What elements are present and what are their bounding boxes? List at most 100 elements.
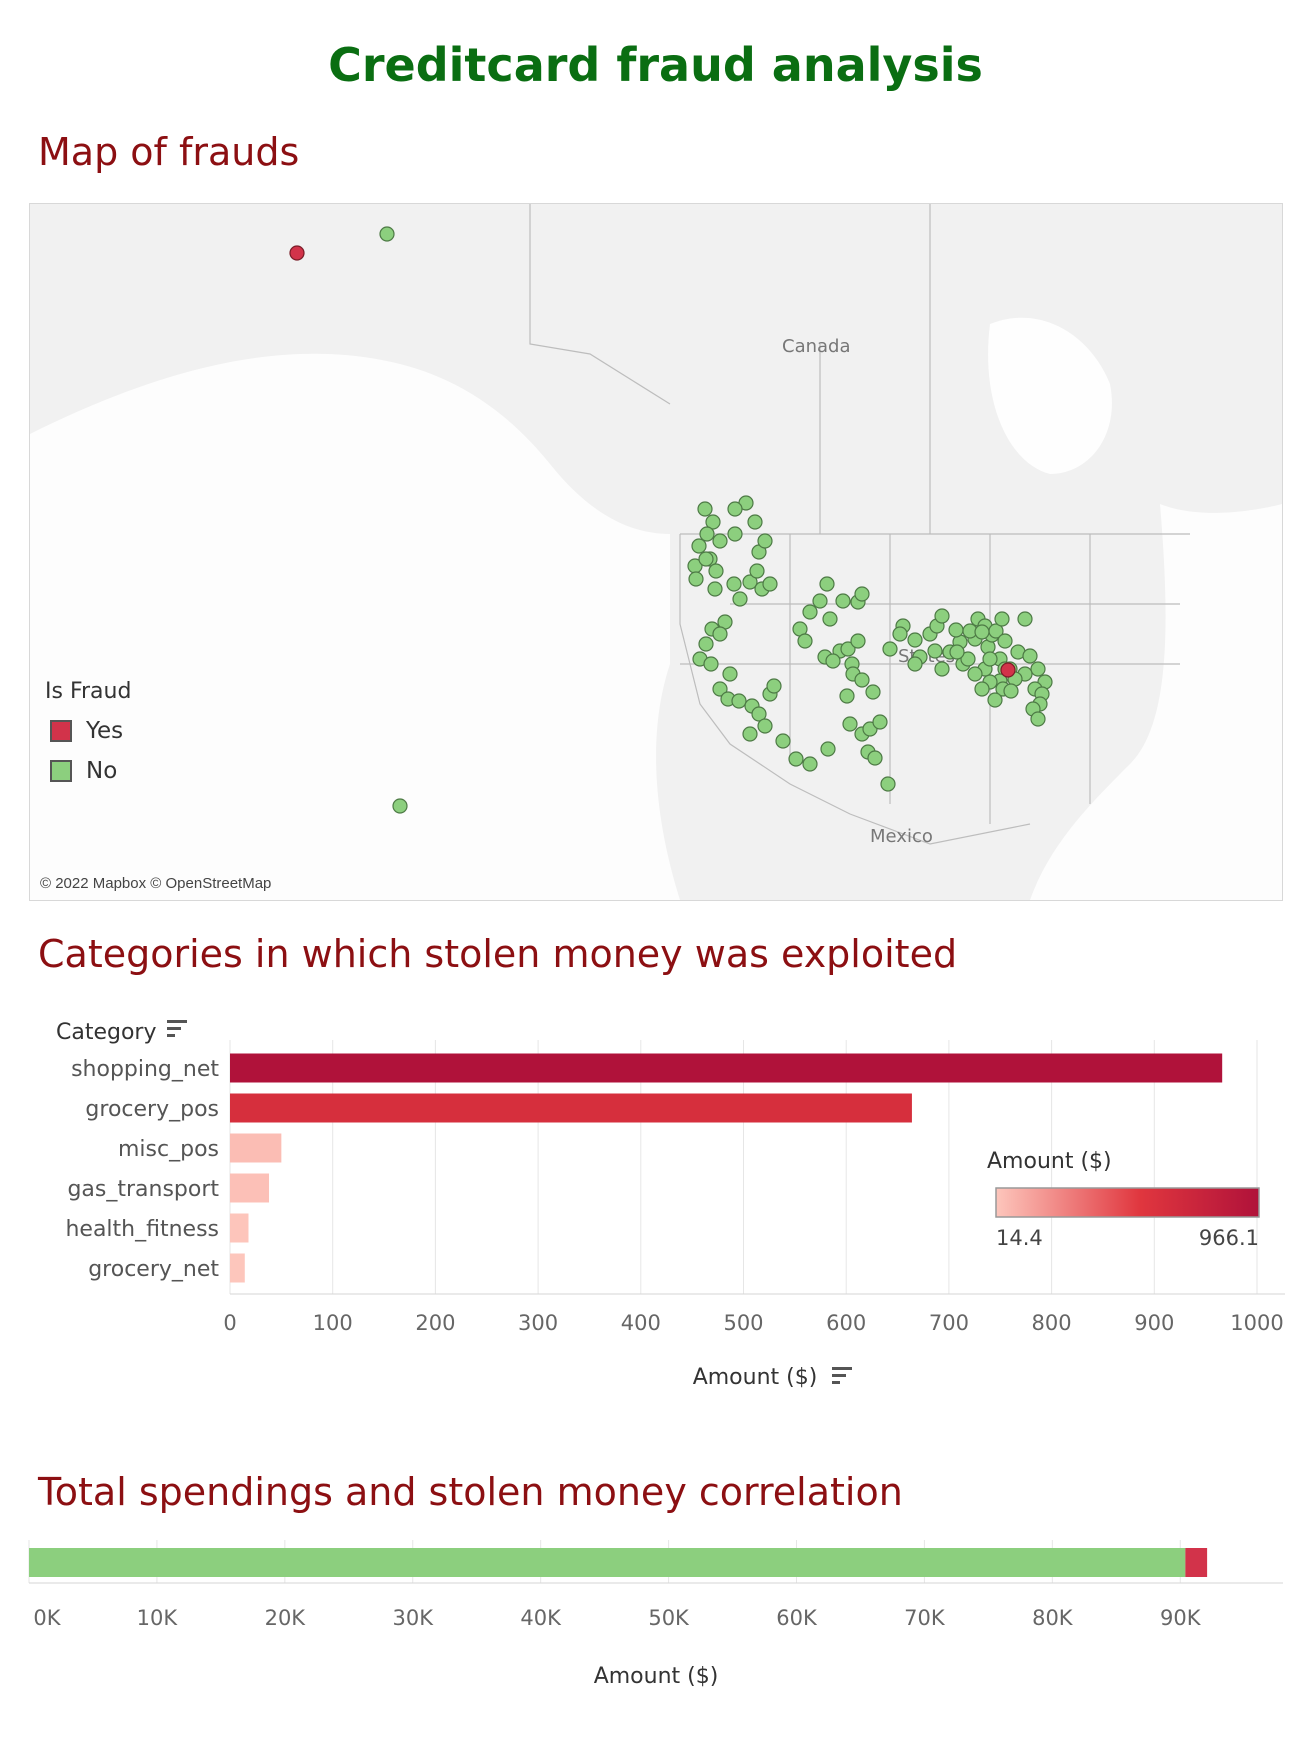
bar-shopping_net[interactable]	[230, 1053, 1223, 1083]
bar-health_fitness[interactable]	[230, 1213, 249, 1243]
map-point-legit[interactable]	[742, 574, 758, 590]
map-point-legit[interactable]	[867, 750, 883, 766]
map-point-legit[interactable]	[747, 514, 763, 530]
map-point-legit[interactable]	[707, 581, 723, 597]
map-point-legit[interactable]	[907, 656, 923, 672]
transaction-points	[289, 226, 1053, 814]
map-point-legit[interactable]	[732, 591, 748, 607]
map-point-legit[interactable]	[1022, 648, 1038, 664]
map-point-legit[interactable]	[835, 593, 851, 609]
map-point-legit[interactable]	[698, 636, 714, 652]
map-point-legit[interactable]	[751, 706, 767, 722]
map-point-legit[interactable]	[854, 672, 870, 688]
page-title: Creditcard fraud analysis	[328, 38, 983, 92]
map-point-legit[interactable]	[757, 533, 773, 549]
map-point-legit[interactable]	[907, 632, 923, 648]
map-point-legit[interactable]	[839, 688, 855, 704]
map-point-legit[interactable]	[994, 611, 1010, 627]
map-point-legit[interactable]	[727, 526, 743, 542]
map-point-legit[interactable]	[802, 756, 818, 772]
map-point-legit[interactable]	[712, 626, 728, 642]
map-point-legit[interactable]	[762, 576, 778, 592]
map-point-legit[interactable]	[392, 798, 408, 814]
map-point-legit[interactable]	[967, 666, 983, 682]
map-point-legit[interactable]	[820, 741, 836, 757]
x-sort-icon[interactable]	[832, 1367, 852, 1370]
map-point-legit[interactable]	[749, 563, 765, 579]
map-point-legit[interactable]	[705, 514, 721, 530]
map-point-legit[interactable]	[982, 651, 998, 667]
map-point-legit[interactable]	[842, 716, 858, 732]
map-point-legit[interactable]	[766, 678, 782, 694]
map-point-legit[interactable]	[775, 733, 791, 749]
map-point-legit[interactable]	[1003, 683, 1019, 699]
bar-grocery_pos[interactable]	[230, 1093, 912, 1123]
x-tick-label: 100	[313, 1311, 353, 1335]
map-section-title: Map of frauds	[38, 130, 300, 174]
map-point-legit[interactable]	[927, 643, 943, 659]
bar-grocery_net[interactable]	[230, 1253, 245, 1283]
map-point-legit[interactable]	[892, 626, 908, 642]
map-point-legit[interactable]	[712, 681, 728, 697]
fraud-map[interactable]: Canada States Mexico Is Fraud Yes No © 2…	[29, 203, 1283, 901]
map-point-legit[interactable]	[379, 226, 395, 242]
map-point-legit[interactable]	[1017, 611, 1033, 627]
map-point-legit[interactable]	[731, 693, 747, 709]
map-point-legit[interactable]	[1030, 661, 1046, 677]
map-point-legit[interactable]	[797, 633, 813, 649]
stack-segment-no[interactable]	[29, 1548, 1186, 1577]
map-point-fraud[interactable]	[289, 245, 305, 261]
map-point-legit[interactable]	[987, 692, 1003, 708]
stack-segment-yes[interactable]	[1185, 1548, 1208, 1577]
map-point-legit[interactable]	[880, 776, 896, 792]
map-point-legit[interactable]	[726, 576, 742, 592]
map-point-legit[interactable]	[850, 633, 866, 649]
map-point-legit[interactable]	[727, 501, 743, 517]
map-point-legit[interactable]	[865, 684, 881, 700]
map-point-legit[interactable]	[822, 611, 838, 627]
map-point-legit[interactable]	[722, 666, 738, 682]
map-point-legit[interactable]	[698, 551, 714, 567]
category-bar-chart: Category shopping_net grocery_pos misc_posg…	[56, 1020, 1285, 1390]
map-point-legit[interactable]	[688, 571, 704, 587]
map-point-legit[interactable]	[934, 661, 950, 677]
map-point-legit[interactable]	[934, 608, 950, 624]
category-label: misc_pos	[118, 1137, 219, 1162]
map-point-legit[interactable]	[974, 624, 990, 640]
x-tick-label: 80K	[1032, 1606, 1074, 1630]
x-axis-title: Amount ($)	[594, 1664, 719, 1689]
map-point-legit[interactable]	[712, 533, 728, 549]
map-point-legit[interactable]	[742, 726, 758, 742]
map-point-legit[interactable]	[819, 576, 835, 592]
map-point-legit[interactable]	[812, 593, 828, 609]
map-point-legit[interactable]	[708, 563, 724, 579]
map-point-legit[interactable]	[949, 644, 965, 660]
map-point-fraud[interactable]	[1000, 662, 1016, 678]
map-point-legit[interactable]	[997, 633, 1013, 649]
legend-item-yes[interactable]: Yes	[50, 718, 123, 744]
x-sort-icon[interactable]	[832, 1381, 840, 1384]
map-point-legit[interactable]	[825, 653, 841, 669]
map-point-legit[interactable]	[882, 641, 898, 657]
map-point-legit[interactable]	[1030, 711, 1046, 727]
sort-icon[interactable]	[167, 1034, 175, 1037]
bar-gas_transport[interactable]	[230, 1173, 270, 1203]
map-point-legit[interactable]	[691, 538, 707, 554]
map-point-legit[interactable]	[840, 641, 856, 657]
map-point-legit[interactable]	[872, 714, 888, 730]
map-point-legit[interactable]	[699, 526, 715, 542]
map-point-legit[interactable]	[697, 501, 713, 517]
bar-misc_pos[interactable]	[230, 1133, 282, 1163]
sort-icon[interactable]	[167, 1027, 181, 1030]
map-point-legit[interactable]	[854, 586, 870, 602]
map-point-legit[interactable]	[960, 651, 976, 667]
x-sort-icon[interactable]	[832, 1374, 846, 1377]
map-point-legit[interactable]	[757, 718, 773, 734]
map-point-legit[interactable]	[974, 681, 990, 697]
map-point-legit[interactable]	[788, 751, 804, 767]
map-point-legit[interactable]	[802, 604, 818, 620]
legend-swatch-no	[50, 760, 72, 782]
legend-item-no[interactable]: No	[50, 758, 117, 784]
sort-icon[interactable]	[167, 1020, 187, 1023]
map-point-legit[interactable]	[703, 656, 719, 672]
